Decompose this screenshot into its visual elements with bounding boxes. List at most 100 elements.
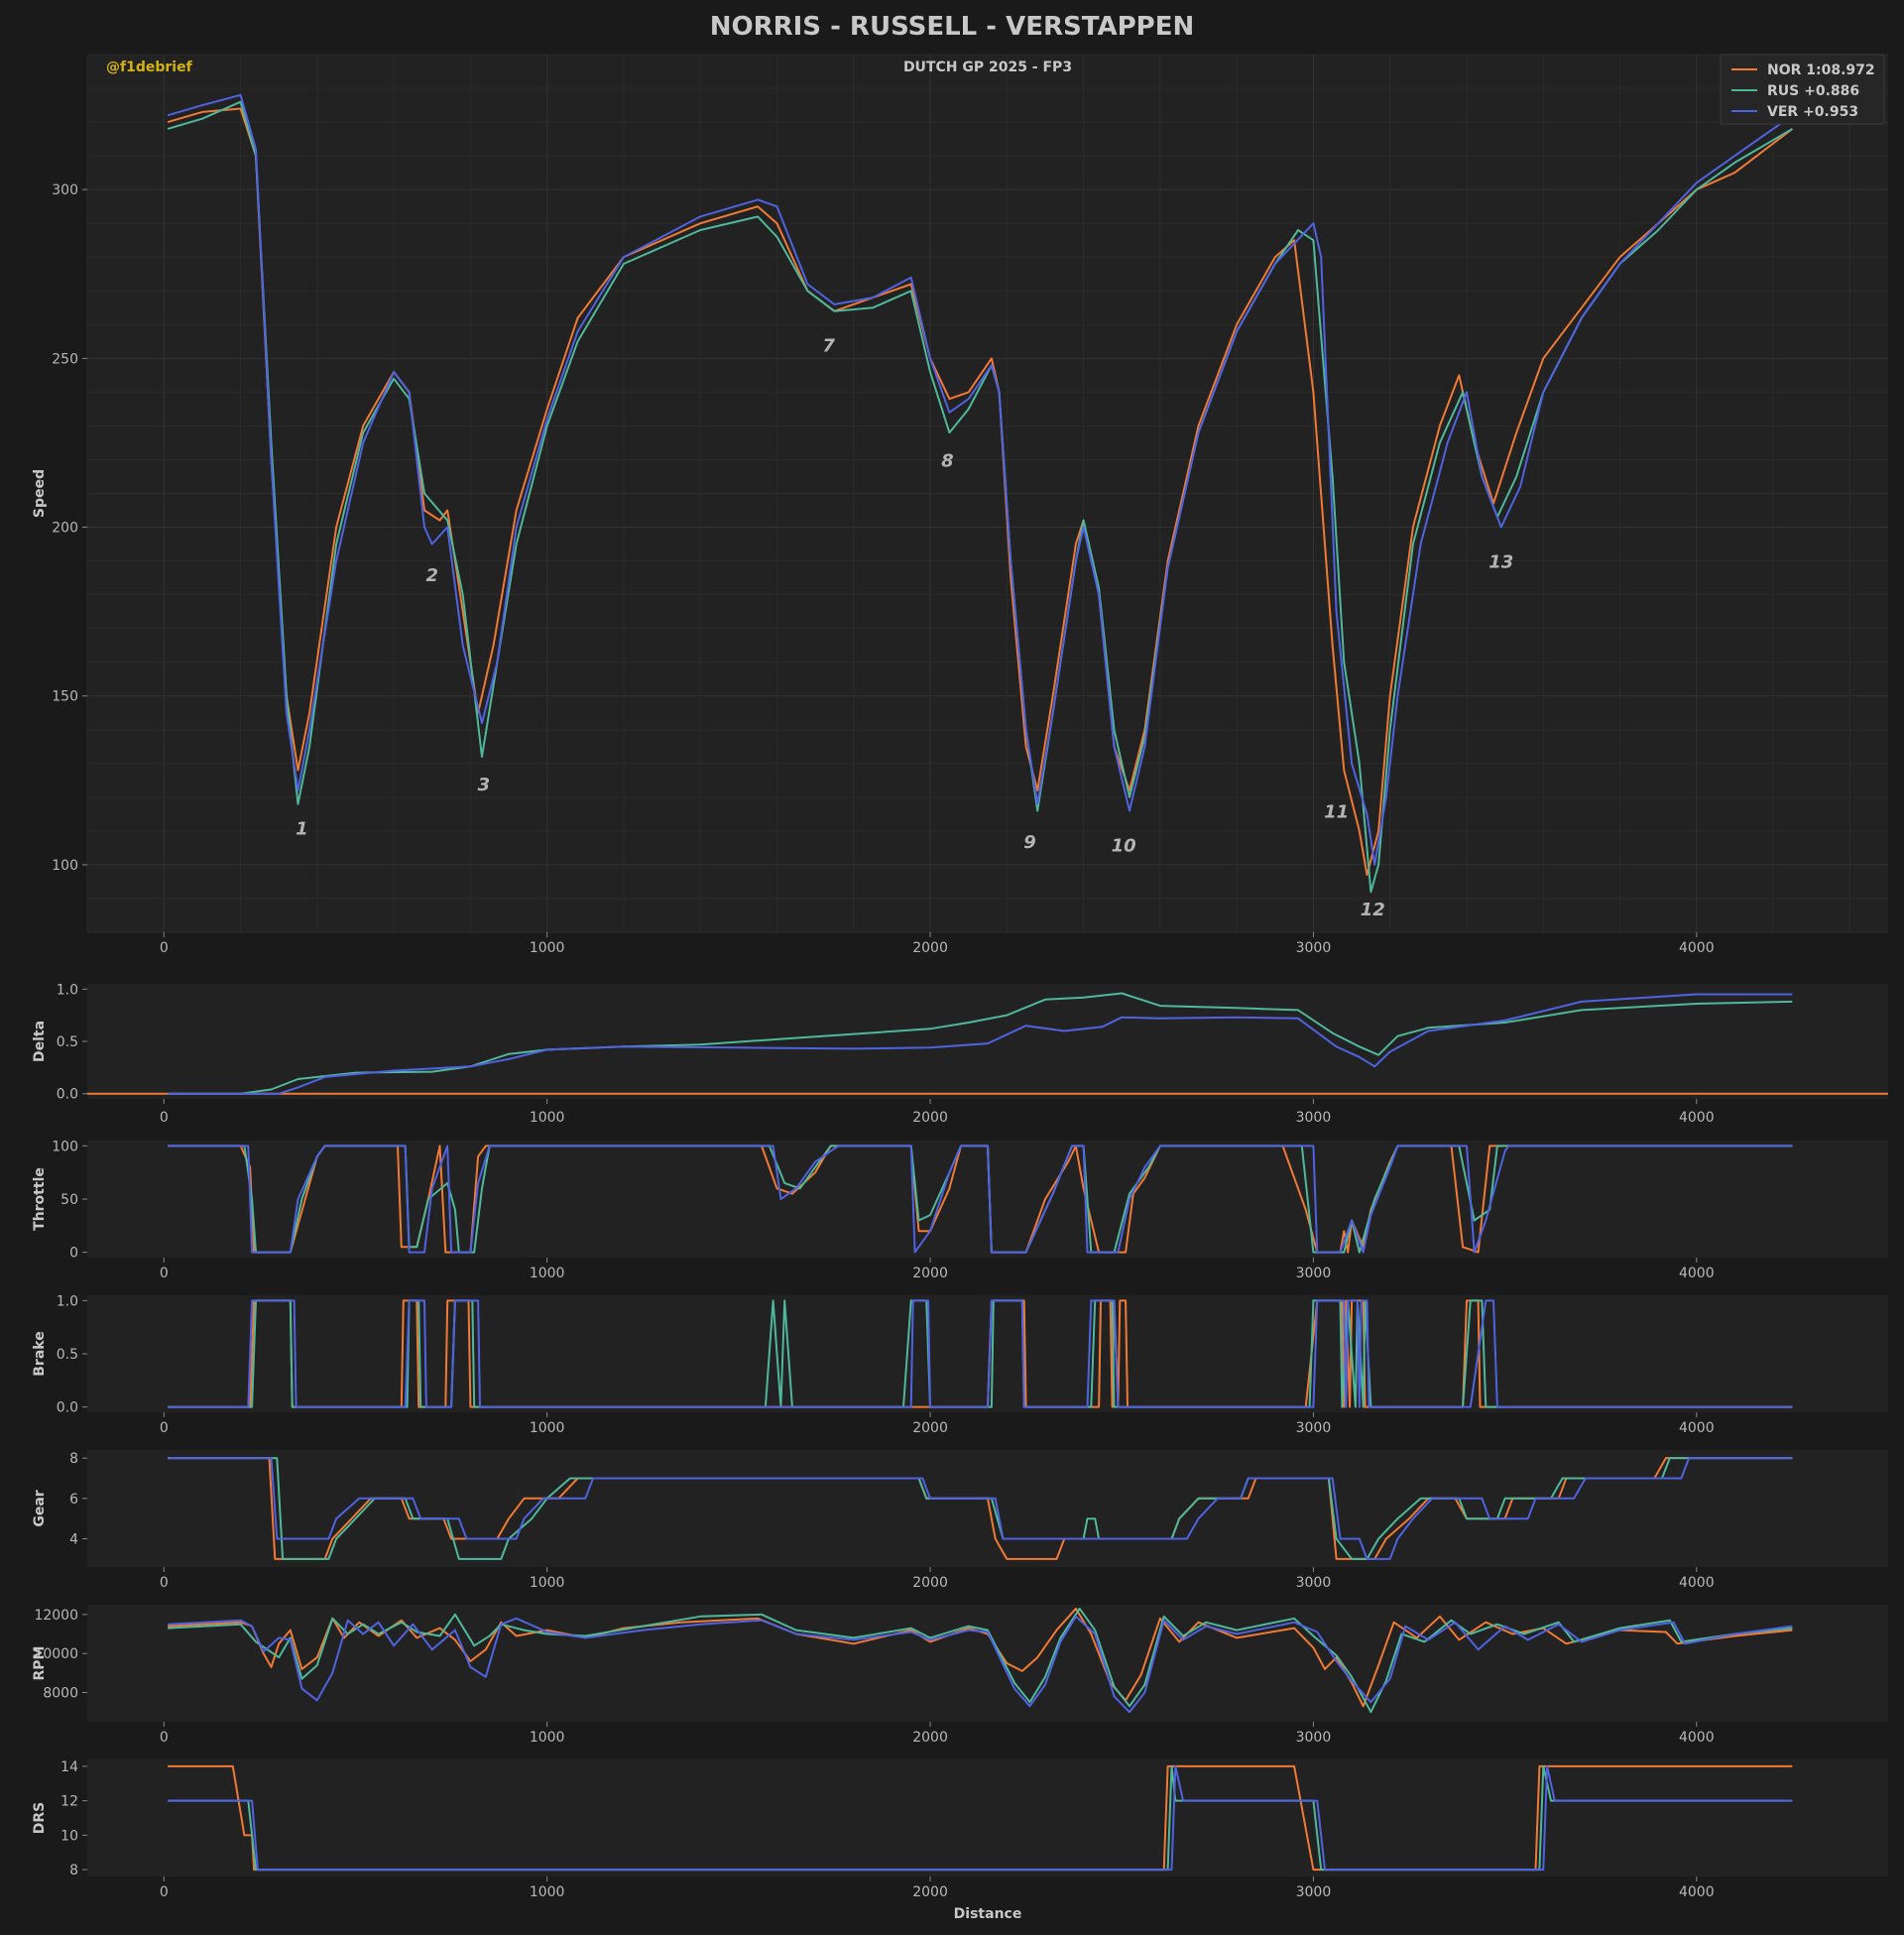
x-tick-label: 4000 bbox=[1679, 1266, 1715, 1281]
corner-label: 3 bbox=[478, 775, 491, 795]
x-tick-label: 2000 bbox=[912, 1730, 948, 1746]
y-axis-label-speed: Speed bbox=[32, 469, 48, 518]
x-tick-label: 1000 bbox=[530, 1420, 565, 1436]
y-tick-label: 6 bbox=[69, 1492, 78, 1508]
x-tick-label: 0 bbox=[160, 1884, 169, 1900]
x-tick-label: 0 bbox=[160, 1730, 169, 1746]
corner-label: 2 bbox=[425, 565, 438, 586]
x-tick-label: 1000 bbox=[530, 1575, 565, 1591]
y-axis-label-rpm: RPM bbox=[32, 1646, 48, 1681]
panel-delta: 0.0 0.5 1.0 0 1000 2000 3000 4000 Delta bbox=[32, 982, 1888, 1126]
panel-background-drs bbox=[87, 1759, 1888, 1876]
x-tick-label: 4000 bbox=[1679, 1884, 1715, 1900]
y-tick-label: 100 bbox=[52, 858, 78, 874]
y-tick-label: 250 bbox=[52, 351, 78, 367]
x-tick-label: 4000 bbox=[1679, 1420, 1715, 1436]
x-tick-label: 1000 bbox=[530, 1110, 565, 1126]
series-line-gear-rus bbox=[168, 1457, 1793, 1560]
x-tick-label: 1000 bbox=[530, 1884, 565, 1900]
series-line-gear-ver bbox=[168, 1457, 1793, 1560]
corner-label: 11 bbox=[1324, 801, 1349, 822]
series-line-rpm-rus bbox=[168, 1607, 1793, 1714]
x-tick-label: 3000 bbox=[1296, 1110, 1332, 1126]
series-line-delta-ver bbox=[168, 993, 1793, 1095]
y-tick-label: 8 bbox=[69, 1863, 78, 1878]
y-tick-label: 10000 bbox=[34, 1646, 78, 1662]
corner-label: 8 bbox=[941, 450, 954, 471]
x-tick-label: 3000 bbox=[1296, 1575, 1332, 1591]
y-tick-label: 10 bbox=[60, 1828, 78, 1844]
panel-drs: 8 10 12 14 0 1000 2000 3000 4000 DRS bbox=[32, 1759, 1888, 1900]
x-tick-label: 2000 bbox=[912, 1266, 948, 1281]
x-tick-label: 4000 bbox=[1679, 1730, 1715, 1746]
series-line-drs-ver bbox=[168, 1764, 1793, 1872]
x-tick-label: 1000 bbox=[530, 1730, 565, 1746]
x-tick-label: 1000 bbox=[530, 1266, 565, 1281]
corner-label: 12 bbox=[1361, 900, 1385, 920]
series-line-speed-ver bbox=[167, 93, 1793, 866]
x-tick-label: 3000 bbox=[1296, 1420, 1332, 1436]
corner-label: 9 bbox=[1023, 832, 1036, 853]
y-tick-label: 0.5 bbox=[57, 1347, 78, 1363]
y-axis-label-throttle: Throttle bbox=[32, 1167, 48, 1231]
panel-background-delta bbox=[87, 984, 1888, 1099]
x-axis-label: Distance bbox=[954, 1906, 1022, 1922]
series-line-brake-ver bbox=[168, 1299, 1793, 1408]
y-tick-label: 0.0 bbox=[57, 1087, 78, 1103]
series-line-rpm-nor bbox=[168, 1607, 1793, 1708]
y-axis-label-gear: Gear bbox=[32, 1490, 48, 1526]
series-line-delta-rus bbox=[168, 992, 1793, 1095]
x-tick-label: 0 bbox=[160, 940, 169, 956]
y-tick-label: 8 bbox=[69, 1451, 78, 1467]
y-tick-label: 12 bbox=[60, 1794, 78, 1810]
y-tick-label: 4 bbox=[69, 1532, 78, 1548]
series-line-rpm-ver bbox=[168, 1615, 1793, 1714]
series-line-throttle-ver bbox=[168, 1145, 1793, 1254]
corner-label: 1 bbox=[296, 818, 308, 839]
y-axis-label-drs: DRS bbox=[32, 1802, 48, 1834]
legend-label-nor: NOR 1:08.972 bbox=[1767, 62, 1875, 78]
legend-label-ver: VER +0.953 bbox=[1767, 104, 1858, 120]
panel-brake: 0.0 0.5 1.0 0 1000 2000 3000 4000 Brake bbox=[32, 1293, 1888, 1436]
x-tick-label: 3000 bbox=[1296, 1266, 1332, 1281]
y-tick-label: 0.5 bbox=[57, 1034, 78, 1050]
x-tick-label: 2000 bbox=[912, 1884, 948, 1900]
corner-label: 10 bbox=[1112, 835, 1136, 856]
series-line-drs-nor bbox=[168, 1764, 1793, 1872]
y-tick-label: 50 bbox=[60, 1192, 78, 1208]
x-tick-label: 1000 bbox=[530, 940, 565, 956]
x-tick-label: 2000 bbox=[912, 1420, 948, 1436]
x-tick-label: 0 bbox=[160, 1110, 169, 1126]
x-tick-label: 0 bbox=[160, 1266, 169, 1281]
legend-box bbox=[1720, 54, 1885, 125]
corner-label: 13 bbox=[1488, 551, 1513, 572]
y-tick-label: 0 bbox=[69, 1246, 78, 1262]
y-tick-label: 200 bbox=[52, 521, 78, 537]
y-tick-label: 8000 bbox=[43, 1686, 78, 1702]
x-tick-label: 3000 bbox=[1296, 940, 1332, 956]
x-tick-label: 4000 bbox=[1679, 1575, 1715, 1591]
x-tick-label: 2000 bbox=[912, 1575, 948, 1591]
series-line-brake-rus bbox=[168, 1299, 1793, 1408]
legend: NOR 1:08.972 RUS +0.886 VER +0.953 bbox=[1720, 54, 1885, 125]
y-tick-label: 14 bbox=[60, 1759, 78, 1775]
chart-title: NORRIS - RUSSELL - VERSTAPPEN bbox=[710, 12, 1195, 42]
y-tick-label: 1.0 bbox=[57, 1293, 78, 1309]
panel-gear: 4 6 8 0 1000 2000 3000 4000 Gear bbox=[32, 1450, 1888, 1591]
panel-background-gear bbox=[87, 1450, 1888, 1567]
y-tick-label: 1.0 bbox=[57, 982, 78, 998]
x-tick-label: 0 bbox=[160, 1420, 169, 1436]
legend-entry-ver: VER +0.953 bbox=[1731, 104, 1858, 120]
corner-label: 7 bbox=[822, 336, 835, 357]
chart-subtitle: DUTCH GP 2025 - FP3 bbox=[903, 60, 1072, 75]
x-tick-label: 4000 bbox=[1679, 940, 1715, 956]
y-tick-label: 150 bbox=[52, 689, 78, 705]
y-tick-label: 0.0 bbox=[57, 1400, 78, 1416]
y-axis-label-brake: Brake bbox=[32, 1331, 48, 1376]
x-tick-label: 2000 bbox=[912, 1110, 948, 1126]
x-tick-label: 2000 bbox=[912, 940, 948, 956]
